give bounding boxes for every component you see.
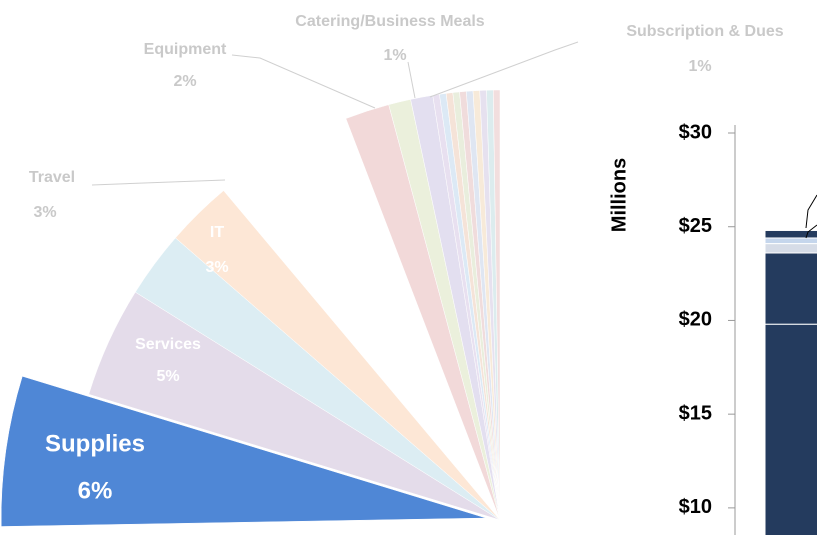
pie-slice [492,89,501,521]
slice-value-label: 2% [173,73,196,90]
y-tick-label: $15 [679,402,712,424]
y-tick-label: $25 [679,215,712,237]
pie-slice [0,375,487,527]
slice-value-label: 1% [688,58,711,75]
slice-label: Supplies [45,430,145,457]
slice-label: IT [210,224,224,241]
leader-line [91,179,226,186]
bar-segment [764,229,817,239]
y-tick-label: $30 [679,121,712,143]
slice-value-label: 1% [383,47,406,64]
leader-line [429,41,579,98]
slice-label: Services [135,336,201,353]
leader-line [231,54,376,109]
y-tick-label: $20 [679,309,712,331]
leader-line [407,61,416,99]
y-tick-label: $10 [679,496,712,518]
slice-value-label: 5% [156,368,179,385]
bar-segment [764,252,817,325]
bar-segment [764,237,817,245]
slice-value-label: 6% [78,477,113,504]
slice-label: Subscription & Dues [626,23,783,40]
slice-label: Catering/Business Meals [295,13,485,30]
pie-slice [175,190,501,521]
leader-line [805,194,817,229]
bar-segment [764,243,817,254]
slice-value-label: 3% [33,204,56,221]
y-axis-label: Millions [608,158,630,232]
slice-value-label: 3% [205,259,228,276]
slice-label: Equipment [144,41,227,58]
bar-segment [764,323,817,535]
slice-label: Travel [29,169,75,186]
leader-line [805,224,817,239]
